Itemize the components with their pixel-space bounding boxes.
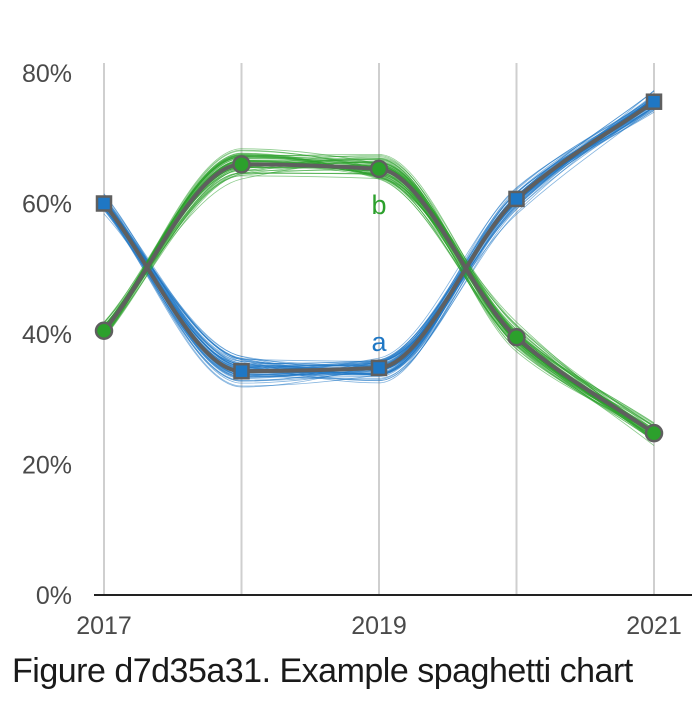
y-tick-label-1: 20% bbox=[22, 452, 72, 480]
marker-a-2021 bbox=[645, 93, 663, 110]
series-label-b: b bbox=[371, 190, 386, 220]
marker-b-2020 bbox=[507, 328, 526, 347]
spaghetti-line-a-57 bbox=[103, 106, 655, 382]
marker-a-2018 bbox=[233, 362, 250, 380]
y-tick-label-4: 80% bbox=[22, 60, 72, 88]
x-tick-label-1: 2019 bbox=[351, 612, 407, 640]
labels: ab bbox=[371, 190, 387, 357]
x-tick-label-2: 2021 bbox=[626, 612, 682, 640]
series-label-a: a bbox=[371, 327, 387, 357]
marker-b-2021 bbox=[644, 423, 664, 443]
y-tick-label-2: 40% bbox=[22, 321, 72, 349]
spaghetti-line-b-58 bbox=[103, 157, 655, 432]
y-tick-label-0: 0% bbox=[36, 582, 72, 610]
gridlines bbox=[103, 63, 655, 595]
marker-a-2020 bbox=[508, 190, 525, 208]
marker-b-2018 bbox=[232, 155, 251, 174]
x-tick-label-0: 2017 bbox=[76, 612, 132, 640]
marker-a-2017 bbox=[95, 195, 113, 212]
spaghetti-chart: 0%20%40%60%80%2017 2019 2021 ab bbox=[22, 60, 692, 640]
marker-b-2019 bbox=[369, 159, 389, 179]
marker-b-2017 bbox=[94, 321, 114, 340]
axes: 0% 20% 40% 60% 80% 2017 2019 2021 bbox=[22, 60, 692, 640]
y-tick-label-3: 60% bbox=[22, 191, 72, 219]
figure-caption: Figure d7d35a31. Example spaghetti chart bbox=[12, 652, 633, 690]
marker-a-2019 bbox=[370, 359, 388, 377]
series-markers bbox=[94, 93, 664, 443]
